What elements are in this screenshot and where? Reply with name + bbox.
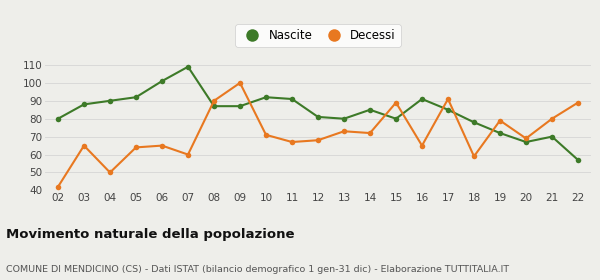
Decessi [262,133,269,137]
Nascite [574,158,581,162]
Legend: Nascite, Decessi: Nascite, Decessi [235,24,401,47]
Decessi [548,117,556,120]
Line: Decessi: Decessi [55,80,581,190]
Nascite [133,95,140,99]
Line: Nascite: Nascite [55,64,581,163]
Decessi [133,146,140,149]
Decessi [574,101,581,104]
Nascite [80,103,88,106]
Decessi [289,140,296,144]
Decessi [158,144,166,147]
Nascite [184,65,191,68]
Nascite [496,131,503,135]
Decessi [496,119,503,122]
Decessi [55,185,62,188]
Decessi [392,101,400,104]
Text: Movimento naturale della popolazione: Movimento naturale della popolazione [6,228,295,241]
Decessi [445,97,452,101]
Nascite [367,108,374,111]
Nascite [392,117,400,120]
Decessi [418,144,425,147]
Nascite [262,95,269,99]
Decessi [314,139,322,142]
Nascite [55,117,62,120]
Nascite [548,135,556,138]
Nascite [314,115,322,119]
Decessi [80,144,88,147]
Nascite [236,104,244,108]
Decessi [236,81,244,85]
Decessi [367,131,374,135]
Nascite [340,117,347,120]
Text: COMUNE DI MENDICINO (CS) - Dati ISTAT (bilancio demografico 1 gen-31 dic) - Elab: COMUNE DI MENDICINO (CS) - Dati ISTAT (b… [6,265,509,274]
Nascite [470,121,478,124]
Decessi [470,155,478,158]
Decessi [211,99,218,102]
Decessi [523,137,530,140]
Nascite [445,108,452,111]
Decessi [340,130,347,133]
Nascite [523,140,530,144]
Nascite [106,99,113,102]
Decessi [106,171,113,174]
Nascite [158,80,166,83]
Decessi [184,153,191,156]
Nascite [289,97,296,101]
Nascite [418,97,425,101]
Nascite [211,104,218,108]
